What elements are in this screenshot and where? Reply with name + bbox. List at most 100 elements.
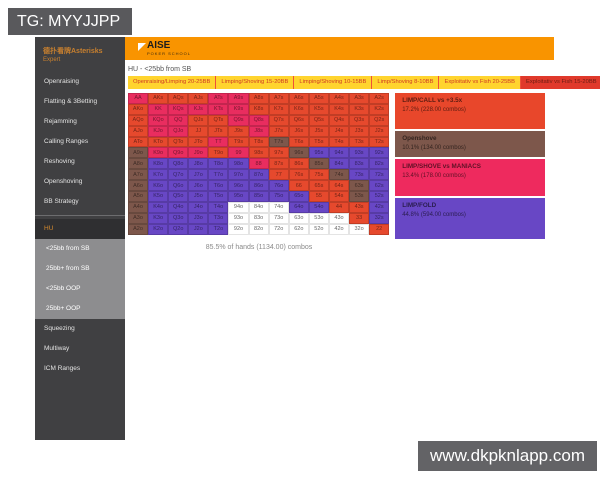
hand-cell-t3s: T3s bbox=[349, 136, 370, 148]
hand-cell-j5o: J5o bbox=[188, 191, 209, 202]
hand-cell-kts: KTs bbox=[208, 103, 229, 115]
hand-cell-42o: 42o bbox=[328, 223, 350, 235]
hand-cell-k2o: K2o bbox=[148, 223, 169, 235]
sidebar-item-hu[interactable]: HU bbox=[35, 219, 125, 239]
hand-range-matrix: AA AKs AQs AJs ATs A9s A8s A7s A6s A5s A4s A3s A2s AK… bbox=[128, 93, 390, 235]
range-legend: LIMP/CALL vs +3.5x 17.2% (228.00 combos) O… bbox=[395, 93, 546, 239]
hand-cell-k2s: K2s bbox=[369, 103, 390, 115]
hand-cell-t7s: T7s bbox=[268, 136, 289, 148]
sidebar-item-reshoving[interactable]: Reshoving bbox=[44, 158, 75, 165]
hand-cell-82s: 82s bbox=[369, 158, 390, 170]
hand-cell-qjs: QJs bbox=[188, 114, 209, 126]
hand-cell-q2s: Q2s bbox=[369, 114, 390, 126]
hand-cell-a6s: A6s bbox=[288, 93, 309, 104]
tab-limp-shoving-8-10bb[interactable]: Limp/Shoving 8-10BB bbox=[372, 76, 440, 89]
hand-cell-66: 66 bbox=[288, 180, 309, 192]
hand-cell-65s: 65s bbox=[308, 180, 329, 192]
hand-cell-32o: 32o bbox=[349, 223, 370, 235]
hand-cell-k4s: K4s bbox=[328, 103, 350, 115]
hand-cell-t7o: T7o bbox=[208, 169, 229, 181]
hand-cell-j9o: J9o bbox=[188, 147, 209, 159]
hand-cell-64s: 64s bbox=[328, 180, 350, 192]
app-header: AISE POKER SCHOOL bbox=[125, 37, 554, 60]
hand-cell-k3o: K3o bbox=[148, 212, 169, 224]
sidebar-divider bbox=[35, 215, 125, 216]
hand-cell-a3o: A3o bbox=[128, 212, 149, 224]
hand-cell-k9s: K9s bbox=[228, 103, 249, 115]
hand-cell-55: 55 bbox=[308, 191, 329, 202]
sidebar-item-openraising[interactable]: Openraising bbox=[44, 78, 80, 85]
hand-cell-q5o: Q5o bbox=[168, 191, 189, 202]
sidebar-item-calling-ranges[interactable]: Calling Ranges bbox=[44, 138, 89, 145]
hand-cell-j6s: J6s bbox=[288, 125, 309, 137]
sidebar-brand-line2: Expert bbox=[43, 57, 61, 63]
tab-openraising-limping-20-25bb[interactable]: Openraising/Limping 20-25BB bbox=[128, 76, 217, 89]
sidebar-item-25bb-from-sb[interactable]: <25bb from SB bbox=[35, 239, 125, 259]
hand-cell-a8o: A8o bbox=[128, 158, 149, 170]
sidebar-brand: 德扑看牌Asterisks Expert bbox=[35, 37, 125, 72]
sidebar-item-flatting-3betting[interactable]: Flatting & 3Betting bbox=[44, 98, 98, 105]
hand-cell-a7s: A7s bbox=[268, 93, 289, 104]
hand-cell-j3s: J3s bbox=[349, 125, 370, 137]
hand-cell-85s: 85s bbox=[308, 158, 329, 170]
logo-subtext: POKER SCHOOL bbox=[147, 51, 192, 56]
page-title: HU - <25bb from SB bbox=[128, 66, 192, 73]
hand-cell-54o: 54o bbox=[308, 201, 329, 213]
hand-cell-t4s: T4s bbox=[328, 136, 350, 148]
hand-cell-a2o: A2o bbox=[128, 223, 149, 235]
sidebar-item-icm-ranges[interactable]: ICM Ranges bbox=[44, 365, 81, 372]
hand-cell-q7o: Q7o bbox=[168, 169, 189, 181]
hand-cell-94o: 94o bbox=[228, 201, 249, 213]
hand-cell-93s: 93s bbox=[349, 147, 370, 159]
sidebar-item-openshoving[interactable]: Openshoving bbox=[44, 178, 83, 185]
sidebar-item-squeezing[interactable]: Squeezing bbox=[44, 325, 75, 332]
hand-cell-q9s: Q9s bbox=[228, 114, 249, 126]
tab-exploitativ-vs-fish-20-25bb[interactable]: Exploitativ vs Fish 20-25BB bbox=[439, 76, 522, 89]
hand-cell-kjo: KJo bbox=[148, 125, 169, 137]
hand-cell-84o: 84o bbox=[248, 201, 269, 213]
hand-cell-74o: 74o bbox=[268, 201, 289, 213]
hand-cell-62o: 62o bbox=[288, 223, 309, 235]
hand-cell-72s: 72s bbox=[369, 169, 390, 181]
sidebar-item-rejamming[interactable]: Rejamming bbox=[44, 118, 77, 125]
hand-cell-j6o: J6o bbox=[188, 180, 209, 192]
hand-cell-a9o: A9o bbox=[128, 147, 149, 159]
hand-cell-q3s: Q3s bbox=[349, 114, 370, 126]
sidebar-item-25bb-from-sb[interactable]: 25bb+ from SB bbox=[35, 259, 125, 279]
hand-cell-a2s: A2s bbox=[369, 93, 390, 104]
legend-item-limp-call-vs-3-5x: LIMP/CALL vs +3.5x 17.2% (228.00 combos) bbox=[395, 93, 546, 129]
hand-cell-65o: 65o bbox=[288, 191, 309, 202]
hand-cell-43s: 43s bbox=[349, 201, 370, 213]
hand-cell-83o: 83o bbox=[248, 212, 269, 224]
tab-exploitativ-vs-fish-15-20bb[interactable]: Exploitativ vs Fish 15-20BB bbox=[521, 76, 600, 89]
sidebar-item-multiway[interactable]: Multiway bbox=[44, 345, 70, 352]
hand-cell-44: 44 bbox=[328, 201, 350, 213]
hand-cell-qjo: QJo bbox=[168, 125, 189, 137]
hand-cell-t6s: T6s bbox=[288, 136, 309, 148]
sidebar-item-25bb-oop[interactable]: <25bb OOP bbox=[35, 279, 125, 299]
legend-label: LIMP/SHOVE vs MANIACS bbox=[402, 163, 481, 170]
sidebar-item-bb-strategy[interactable]: BB Strategy bbox=[44, 198, 79, 205]
hand-cell-84s: 84s bbox=[328, 158, 350, 170]
sidebar-item-25bb-oop[interactable]: 25bb+ OOP bbox=[35, 299, 125, 319]
tab-limping-shoving-10-15bb[interactable]: Limping/Shoving 10-15BB bbox=[294, 76, 373, 89]
hand-cell-a8s: A8s bbox=[248, 93, 269, 104]
sidebar-nav: Openraising Flatting & 3Betting Rejamming C… bbox=[35, 72, 125, 379]
site-watermark: www.dkpknlapp.com bbox=[418, 441, 597, 471]
hand-cell-j8o: J8o bbox=[188, 158, 209, 170]
hand-cell-k9o: K9o bbox=[148, 147, 169, 159]
legend-detail: 10.1% (134.00 combos) bbox=[402, 145, 466, 151]
hand-cell-87s: 87s bbox=[268, 158, 289, 170]
hand-cell-j8s: J8s bbox=[248, 125, 269, 137]
legend-detail: 17.2% (228.00 combos) bbox=[402, 107, 466, 113]
hand-cell-k5s: K5s bbox=[308, 103, 329, 115]
hand-cell-87o: 87o bbox=[248, 169, 269, 181]
hand-cell-t9s: T9s bbox=[228, 136, 249, 148]
hand-cell-75o: 75o bbox=[268, 191, 289, 202]
hand-cell-a5o: A5o bbox=[128, 191, 149, 202]
hand-cell-32s: 32s bbox=[369, 212, 390, 224]
hand-cell-aa: AA bbox=[128, 93, 149, 104]
hand-cell-53s: 53s bbox=[349, 191, 370, 202]
hand-cell-t4o: T4o bbox=[208, 201, 229, 213]
tab-limping-shoving-15-20bb[interactable]: Limping/Shoving 15-20BB bbox=[216, 76, 295, 89]
